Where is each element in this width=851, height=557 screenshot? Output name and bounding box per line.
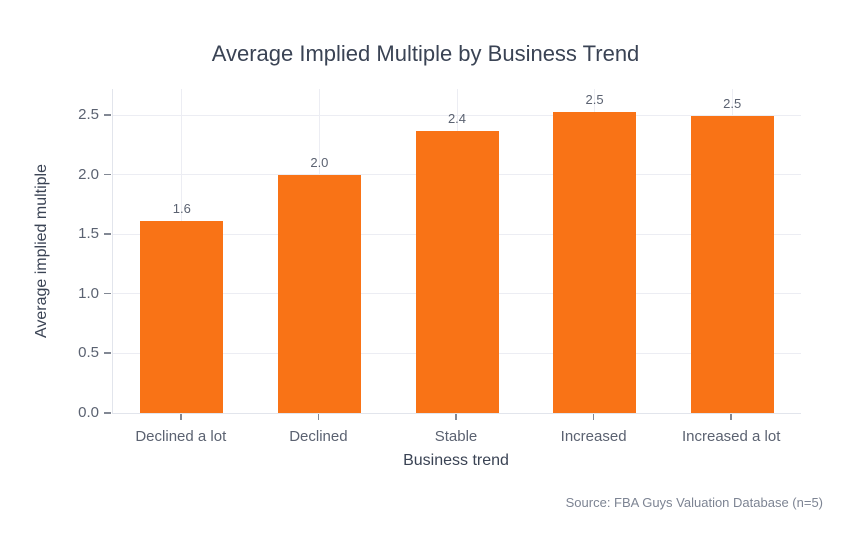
y-tick-label: 2.5 xyxy=(78,106,99,124)
x-tick-label: Declined xyxy=(289,428,348,445)
bar-value-label: 2.0 xyxy=(310,154,329,170)
x-axis-tick xyxy=(317,414,320,420)
y-axis-tick xyxy=(104,233,111,235)
y-axis-title: Average implied multiple xyxy=(33,163,50,339)
x-tick-label: Declined a lot xyxy=(135,428,227,445)
y-axis-tick xyxy=(104,114,111,116)
bar xyxy=(140,221,224,413)
source-annotation: Source: FBA Guys Valuation Database (n=5… xyxy=(565,495,823,510)
bar xyxy=(277,174,361,413)
y-axis-tick xyxy=(104,292,111,295)
bar-value-label: 2.5 xyxy=(723,96,742,112)
x-axis-title: Business trend xyxy=(403,452,509,469)
x-axis-tick xyxy=(180,414,182,420)
x-axis-tick xyxy=(455,414,457,420)
y-tick-label: 2.0 xyxy=(78,165,99,183)
x-tick-label: Increased xyxy=(560,428,627,445)
x-tick-label: Stable xyxy=(434,428,478,445)
x-tick-label: Increased a lot xyxy=(681,428,781,445)
y-tick-label: 0.0 xyxy=(78,404,99,421)
x-axis-tick xyxy=(592,414,595,420)
y-tick-label: 1.5 xyxy=(78,225,99,243)
bar xyxy=(553,111,637,413)
bar xyxy=(690,116,774,413)
y-tick-label: 1.0 xyxy=(78,284,99,302)
bar-value-label: 1.6 xyxy=(172,201,191,217)
plot-area: 1.6 2.0 2.4 2.5 2.5 xyxy=(112,89,801,414)
bar-value-label: 2.5 xyxy=(585,91,604,107)
x-axis-tick xyxy=(730,414,732,420)
y-axis-tick xyxy=(104,412,111,414)
y-axis-tick xyxy=(104,352,111,354)
bar xyxy=(415,130,499,413)
y-tick-label: 0.5 xyxy=(78,344,99,362)
chart-title: Average Implied Multiple by Business Tre… xyxy=(211,41,640,66)
y-axis-tick xyxy=(104,173,111,176)
bar-value-label: 2.4 xyxy=(447,110,467,126)
